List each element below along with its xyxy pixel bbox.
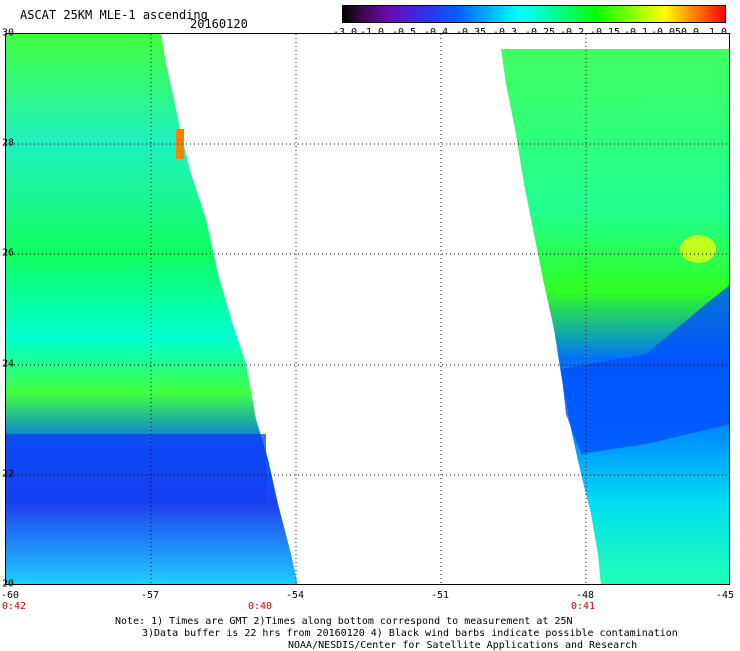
color-scale-bar bbox=[342, 5, 726, 23]
colorbar-label: -1.0 bbox=[360, 27, 384, 38]
x-axis-label: -45 bbox=[715, 590, 735, 601]
left-swath-low-band bbox=[6, 434, 266, 504]
colorbar-label: -0.2 bbox=[560, 27, 584, 38]
swath-map-svg bbox=[6, 34, 729, 584]
x-axis-label: -60 bbox=[0, 590, 20, 601]
map-plot-area bbox=[5, 33, 730, 585]
time-label: 0:41 bbox=[570, 601, 596, 612]
colorbar-label: -0.4 bbox=[424, 27, 448, 38]
y-axis-label: 26 bbox=[2, 247, 15, 259]
note-line-2: 3)Data buffer is 22 hrs from 20160120 4)… bbox=[142, 628, 678, 639]
y-axis-label: 20 bbox=[2, 578, 15, 590]
y-axis-label: 24 bbox=[2, 358, 15, 370]
right-swath-low-band bbox=[561, 285, 729, 454]
x-axis-label: -57 bbox=[140, 590, 160, 601]
colorbar-label: 0.0 bbox=[681, 27, 699, 38]
left-swath-orange-spot bbox=[176, 129, 184, 159]
right-swath-yellow-spot bbox=[680, 235, 716, 263]
note-line-1: Note: 1) Times are GMT 2)Times along bot… bbox=[115, 616, 573, 627]
x-axis-label: -48 bbox=[575, 590, 595, 601]
x-axis-label: -54 bbox=[285, 590, 305, 601]
time-label: 0:40 bbox=[247, 601, 273, 612]
colorbar-label: -3.0 bbox=[333, 27, 357, 38]
y-axis-label: 28 bbox=[2, 137, 15, 149]
plot-date: 20160120 bbox=[190, 17, 248, 31]
colorbar-label: -0.1 bbox=[624, 27, 648, 38]
colorbar-label: -0.5 bbox=[392, 27, 416, 38]
colorbar-label: -0.35 bbox=[456, 27, 486, 38]
note-line-3: NOAA/NESDIS/Center for Satellite Applica… bbox=[288, 640, 638, 651]
y-axis-label: 30 bbox=[2, 27, 15, 39]
colorbar-label: -0.3 bbox=[493, 27, 517, 38]
time-label: 0:42 bbox=[1, 601, 27, 612]
colorbar-label: -0.15 bbox=[590, 27, 620, 38]
grid-lines bbox=[6, 34, 729, 584]
colorbar-label: -0.05 bbox=[651, 27, 681, 38]
colorbar-label: -0.25 bbox=[525, 27, 555, 38]
plot-title: ASCAT 25KM MLE-1 ascending bbox=[20, 8, 208, 22]
right-swath bbox=[501, 49, 729, 584]
x-axis-label: -51 bbox=[430, 590, 450, 601]
y-axis-label: 22 bbox=[2, 468, 15, 480]
colorbar-label: 1.0 bbox=[709, 27, 727, 38]
